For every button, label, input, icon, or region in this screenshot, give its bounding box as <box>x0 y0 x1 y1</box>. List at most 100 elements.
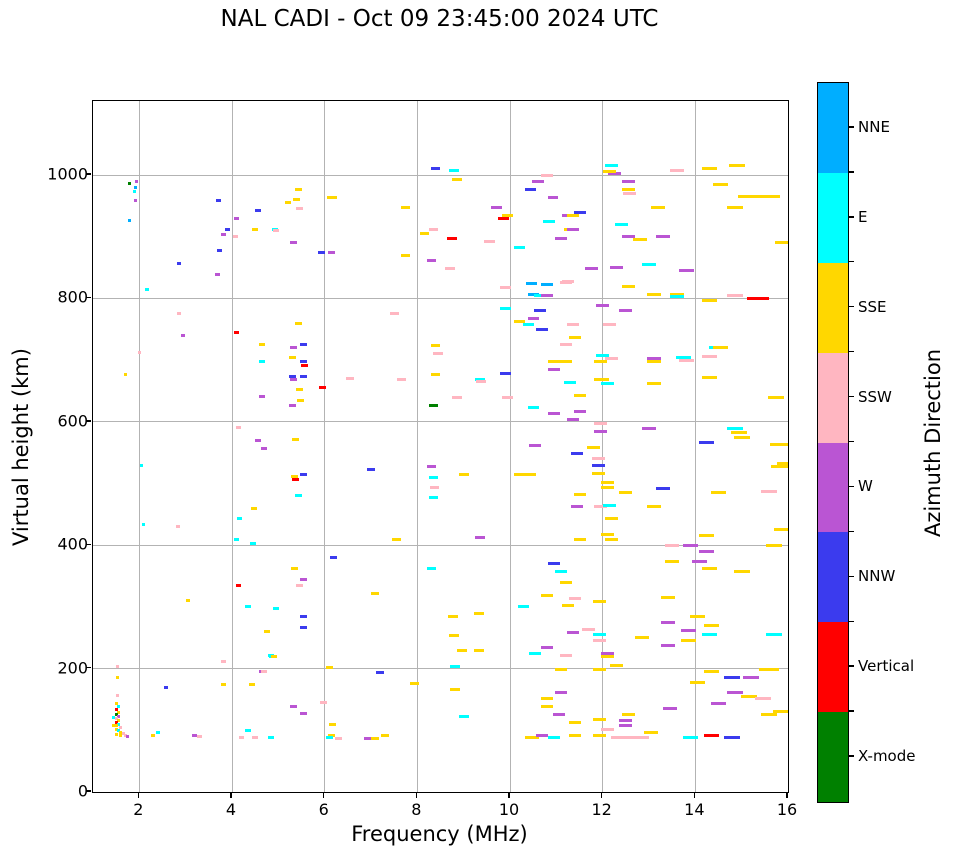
echo-point-sse <box>600 480 614 484</box>
echo-point-w <box>531 180 544 184</box>
echo-point-sse <box>754 195 781 199</box>
echo-point-w <box>290 705 298 709</box>
colorbar-segment-nne <box>818 83 848 173</box>
echo-point-e <box>701 632 717 636</box>
echo-point-w <box>116 715 120 719</box>
echo-point-sse <box>259 342 266 346</box>
colorbar-boundary-tick <box>849 440 854 443</box>
echo-point-e <box>683 735 699 739</box>
echo-point-w <box>584 267 598 271</box>
echo-point-ssw <box>475 379 486 383</box>
echo-point-ssw <box>754 696 771 700</box>
echo-point-e <box>249 542 256 546</box>
x-tick-label: 12 <box>591 800 612 819</box>
echo-point-w <box>660 643 675 647</box>
echo-point-e <box>116 729 120 733</box>
echo-point-w <box>596 304 610 308</box>
echo-point-sse <box>726 205 743 209</box>
echo-point-w <box>288 403 296 407</box>
x-tick-mark <box>230 792 232 798</box>
echo-point-sse <box>573 394 586 398</box>
echo-point-w <box>234 217 240 221</box>
echo-point-ssw <box>119 725 123 729</box>
echo-point-e <box>237 517 243 521</box>
echo-point-ssw <box>233 234 239 238</box>
y-axis-label: Virtual height (km) <box>9 348 33 546</box>
x-tick-mark <box>137 792 140 798</box>
echo-point-x-mode <box>114 713 118 717</box>
echo-point-sse <box>573 538 586 542</box>
echo-point-sse <box>774 528 788 532</box>
echo-point-nne <box>526 281 538 285</box>
echo-point-sse <box>502 213 514 217</box>
echo-point-sse <box>610 664 624 668</box>
echo-point-w <box>621 180 635 184</box>
echo-point-sse <box>330 196 338 200</box>
echo-point-ssw <box>561 279 574 283</box>
echo-point-ssw <box>319 701 327 705</box>
echo-point-ssw <box>429 228 439 232</box>
echo-point-vertical <box>301 363 309 367</box>
echo-point-w <box>254 438 261 442</box>
echo-point-sse <box>431 343 441 347</box>
echo-point-ssw <box>593 421 607 425</box>
echo-point-ssw <box>295 207 303 211</box>
echo-point-vertical <box>114 708 118 712</box>
echo-point-ssw <box>665 544 680 548</box>
x-tick-label: 10 <box>498 800 520 819</box>
x-tick-mark <box>508 792 510 798</box>
echo-point-e <box>600 382 614 386</box>
echo-point-nnw <box>163 685 168 689</box>
echo-point-ssw <box>114 717 118 721</box>
echo-point-ssw <box>235 426 241 430</box>
colorbar-segment-w <box>818 442 848 533</box>
echo-point-ssw <box>541 173 554 177</box>
echo-point-sse <box>733 570 750 574</box>
y-tick-label: 400 <box>57 534 88 554</box>
gridline-y-200 <box>93 668 788 670</box>
echo-point-sse <box>123 373 127 377</box>
colorbar-boundary-tick <box>849 350 854 353</box>
echo-point-ssw <box>123 733 127 737</box>
echo-point-w <box>662 707 677 711</box>
echo-point-sse <box>449 633 460 637</box>
echo-point-ssw <box>137 350 141 354</box>
echo-point-sse <box>541 696 554 700</box>
echo-point-e <box>592 632 606 636</box>
echo-point-ssw <box>591 457 605 461</box>
echo-point-sse <box>701 566 717 570</box>
echo-point-sse <box>766 543 783 547</box>
echo-point-e <box>523 322 535 326</box>
echo-point-sse <box>451 178 462 182</box>
echo-point-e <box>426 566 436 570</box>
colorbar-boundary-tick <box>849 620 854 622</box>
echo-point-sse <box>621 712 635 716</box>
echo-point-sse <box>665 559 680 563</box>
echo-point-nnw <box>300 473 308 477</box>
echo-point-w <box>711 701 726 705</box>
echo-point-sse <box>263 630 270 634</box>
echo-point-ssw <box>433 351 444 355</box>
y-tick-label: 800 <box>57 287 88 307</box>
echo-point-nnw <box>300 374 308 378</box>
echo-point-sse <box>554 667 567 671</box>
echo-point-w <box>426 258 436 262</box>
echo-point-sse <box>448 614 458 618</box>
echo-point-sse <box>600 654 614 658</box>
colorbar-tick <box>849 305 854 308</box>
echo-point-sse <box>768 395 785 399</box>
x-tick-label: 14 <box>684 800 705 819</box>
echo-point-ssw <box>726 293 743 297</box>
echo-point-nnw <box>536 327 549 331</box>
echo-point-sse <box>116 710 120 714</box>
echo-point-sse <box>600 486 614 490</box>
echo-point-w <box>289 241 297 245</box>
echo-point-e <box>513 246 525 250</box>
echo-point-e <box>140 463 144 467</box>
echo-point-nnw <box>216 249 222 253</box>
echo-point-sse <box>513 472 525 476</box>
x-tick-mark <box>600 792 603 798</box>
echo-point-sse <box>729 164 746 168</box>
echo-point-sse <box>541 705 554 709</box>
colorbar-category-label: SSE <box>858 297 887 316</box>
